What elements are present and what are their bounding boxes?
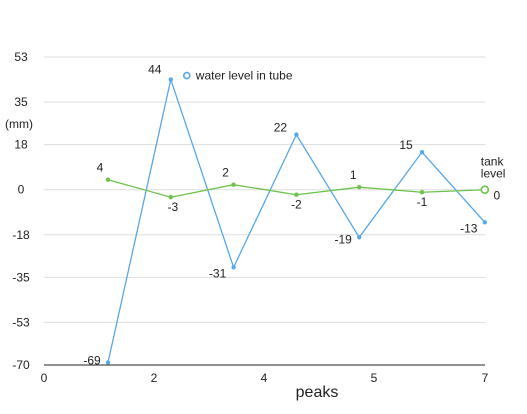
x-tick-label: 0 <box>41 371 48 385</box>
data-label: -2 <box>291 198 302 212</box>
data-label: -1 <box>417 195 428 209</box>
data-point <box>294 192 299 197</box>
y-tick-label: 53 <box>14 50 28 64</box>
y-tick-label: -53 <box>12 315 30 329</box>
y-tick-label: -70 <box>12 358 30 372</box>
series-name-tank-level: tank <box>481 155 505 169</box>
series-name-tank-level: level <box>481 167 506 181</box>
x-axis-title: peaks <box>296 384 339 401</box>
y-tick-label: 0 <box>18 183 25 197</box>
data-label: 22 <box>274 121 288 135</box>
y-tick-label: -35 <box>12 270 30 284</box>
series-group: -69 44 -31 22 -19 15 -13 4 -3 2 -2 1 -1 0 water level … <box>83 63 505 368</box>
x-tick-label: 2 <box>151 371 158 385</box>
data-point <box>419 190 425 195</box>
data-label: 15 <box>399 138 413 152</box>
data-point <box>482 220 487 225</box>
data-point <box>168 195 173 200</box>
y-axis-ticks: 53 35 18 0 -18 -35 -53 -70 <box>12 50 30 372</box>
data-label: -13 <box>460 221 478 235</box>
data-point <box>294 132 299 137</box>
data-point <box>419 149 425 155</box>
series-line <box>107 77 486 363</box>
y-tick-label: -18 <box>12 228 30 242</box>
x-axis-ticks: 0 2 4 5 7 <box>41 371 489 385</box>
series-name-water-level: water level in tube <box>195 69 293 83</box>
x-tick-label: 5 <box>371 371 378 385</box>
data-label: -3 <box>167 200 178 214</box>
y-axis-title: (mm) <box>5 117 33 131</box>
data-point <box>168 77 173 82</box>
y-tick-label: 35 <box>14 95 28 109</box>
data-label: 44 <box>148 63 162 77</box>
data-point <box>231 182 236 187</box>
data-point <box>357 185 362 190</box>
data-point <box>231 265 236 270</box>
data-point <box>357 235 362 240</box>
x-tick-label: 7 <box>482 371 489 385</box>
data-label: -19 <box>335 232 353 246</box>
data-label: 0 <box>493 189 500 203</box>
data-point <box>105 177 111 182</box>
data-label: 4 <box>97 161 104 175</box>
data-label: -31 <box>209 266 227 280</box>
data-label: 1 <box>350 168 357 182</box>
series-marker-water <box>183 71 191 80</box>
data-point <box>105 360 111 365</box>
series-1: 4 -3 2 -2 1 -1 0 <box>97 161 501 215</box>
series-end-marker <box>480 185 490 195</box>
data-label: -69 <box>83 353 101 367</box>
data-label: 2 <box>222 166 229 180</box>
x-tick-label: 4 <box>261 371 268 385</box>
y-tick-label: 18 <box>14 138 28 152</box>
